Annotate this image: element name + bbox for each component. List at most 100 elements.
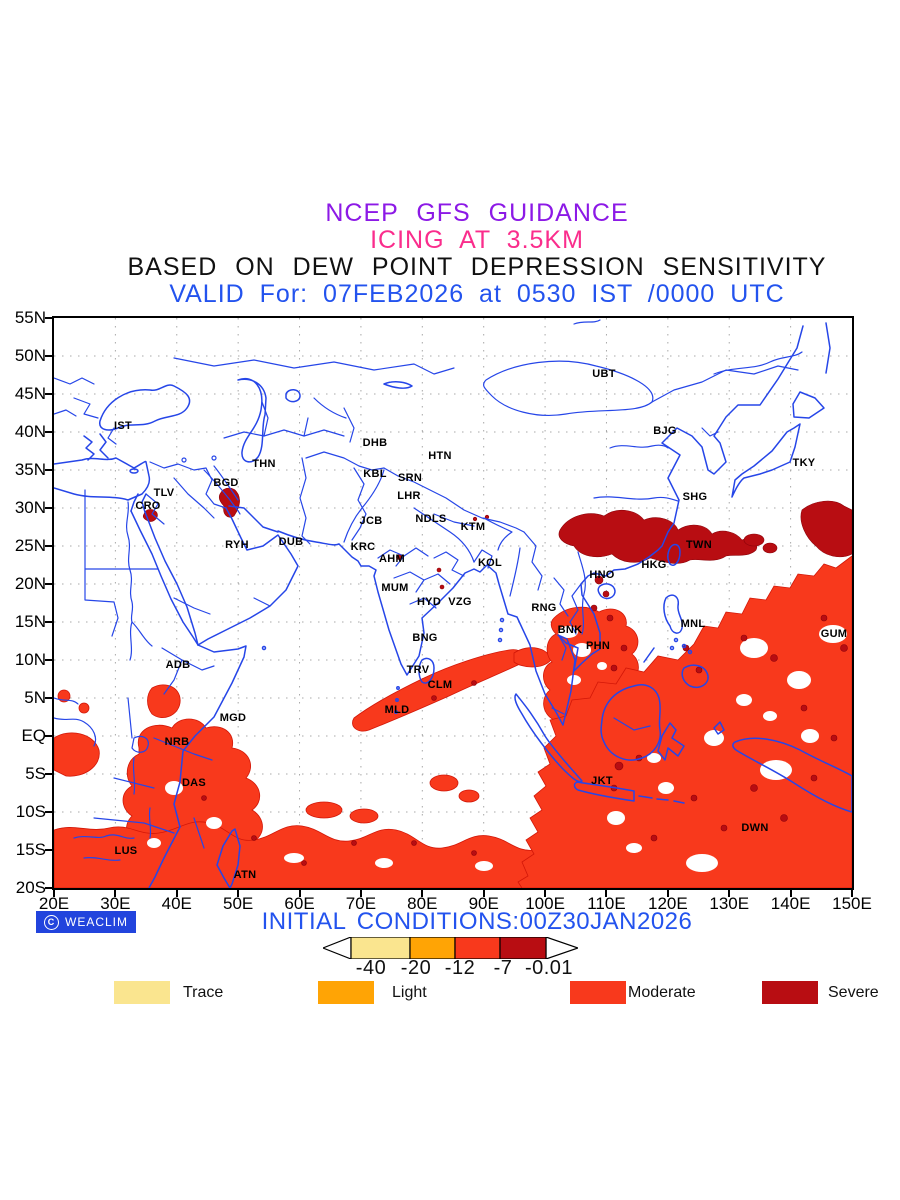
lon-tick-label: 110E: [587, 894, 626, 913]
weaclim-logo: C WEACLIM: [36, 911, 137, 933]
lat-tick-label: 5N: [24, 688, 46, 707]
colorbar-canvas: [321, 936, 580, 960]
lat-tick: [45, 621, 52, 623]
city-label: TLV: [153, 487, 175, 499]
lat-tick-label: 15S: [15, 840, 46, 859]
lat-tick: [45, 583, 52, 585]
lat-tick: [45, 659, 52, 661]
colorbar-tick-label: -20: [400, 957, 432, 979]
city-label: HKG: [641, 559, 667, 571]
lat-tick: [45, 849, 52, 851]
lon-tick: [544, 890, 547, 897]
city-label: TRV: [406, 664, 430, 676]
colorbar-right-arrow-icon: [545, 936, 580, 960]
city-label: THN: [252, 458, 276, 470]
legend-label: Severe: [828, 983, 879, 1001]
city-label: CLM: [427, 679, 453, 691]
valid-time-line: VALID For: 07FEB2026 at 0530 IST /0000 U…: [169, 280, 785, 308]
lat-tick-label: 10S: [15, 802, 46, 821]
lon-tick: [666, 890, 669, 897]
city-label: CRO: [135, 500, 161, 512]
lat-tick-label: 25N: [14, 536, 46, 555]
lon-tick-label: 20E: [38, 894, 70, 913]
title-block: NCEP GFS GUIDANCE ICING AT 3.5KM BASED O…: [54, 200, 900, 308]
legend-item: Light: [318, 981, 427, 1004]
lon-tick-label: 130E: [709, 894, 750, 913]
lat-tick: [45, 735, 52, 737]
city-label: JKT: [591, 775, 613, 787]
city-label: DUB: [278, 536, 304, 548]
legend-swatch-moderate: [570, 981, 626, 1004]
lon-tick-label: 140E: [770, 894, 811, 913]
lat-tick-label: 20S: [15, 878, 46, 897]
city-label: KBL: [363, 468, 387, 480]
lat-tick: [45, 773, 52, 775]
city-label: UBT: [592, 368, 616, 380]
city-label: ADB: [165, 659, 191, 671]
lon-tick: [53, 890, 55, 897]
city-label: AHM: [379, 553, 405, 565]
city-label: KRC: [350, 541, 376, 553]
colorbar-box-trace: [350, 936, 411, 960]
copyright-icon: C: [44, 914, 59, 930]
city-label: HTN: [428, 450, 452, 462]
colorbar-tick-label: -7: [493, 957, 513, 979]
lat-tick: [45, 811, 52, 813]
lat-tick-label: 20N: [14, 574, 46, 593]
city-label: LUS: [114, 845, 138, 857]
lon-tick-label: 150E: [832, 894, 872, 913]
city-label: BGD: [213, 477, 239, 489]
city-label: SHG: [682, 491, 708, 503]
lon-tick-label: 30E: [100, 894, 131, 913]
initial-conditions-line: INITIAL CONDITIONS:00Z30JAN2026: [261, 908, 693, 935]
lat-tick: [45, 887, 52, 889]
city-label: NRB: [164, 736, 190, 748]
lon-tick-label: 60E: [284, 894, 315, 913]
logo-text: WEACLIM: [65, 915, 129, 929]
lat-tick-label: 35N: [14, 460, 46, 479]
city-label: GUM: [820, 628, 848, 640]
lon-tick-label: 120E: [647, 894, 688, 913]
city-label: RNG: [531, 602, 557, 614]
city-label: TKY: [792, 457, 816, 469]
lon-tick-label: 40E: [161, 894, 192, 913]
city-label: RYH: [225, 539, 249, 551]
city-label: ATN: [233, 869, 257, 881]
legend-swatch-light: [318, 981, 374, 1004]
city-label: DWN: [741, 822, 769, 834]
city-label: DAS: [181, 777, 207, 789]
city-label: BNG: [412, 632, 438, 644]
legend-item: Severe: [762, 981, 879, 1004]
colorbar-tick-labels: -40 -20 -12 -7 -0.01: [0, 957, 900, 979]
lat-tick: [45, 545, 52, 547]
lat-tick: [45, 355, 52, 357]
lat-tick-label: 50N: [14, 346, 46, 365]
lon-tick: [482, 890, 485, 897]
lon-tick-label: 70E: [345, 894, 377, 913]
colorbar-left-arrow-icon: [321, 936, 352, 960]
lat-tick-label: 45N: [14, 384, 46, 403]
city-label: HYD: [416, 596, 442, 608]
legend-label: Moderate: [628, 983, 696, 1001]
colorbar-box-light: [409, 936, 456, 960]
colorbar-box-moderate: [454, 936, 501, 960]
city-label: BJG: [653, 425, 677, 437]
lat-tick-label: 30N: [14, 498, 46, 517]
legend-label: Light: [392, 983, 427, 1001]
city-label: JCB: [359, 515, 383, 527]
colorbar: [321, 936, 580, 960]
city-label: LHR: [397, 490, 421, 502]
subtitle-level: ICING AT 3.5KM: [370, 226, 584, 254]
city-label: SRN: [397, 472, 423, 484]
lat-tick-label: 10N: [14, 650, 46, 669]
lon-tick: [298, 890, 301, 897]
city-label: MGD: [219, 712, 247, 724]
lat-tick-label: 15N: [14, 612, 46, 631]
lon-tick: [605, 890, 608, 897]
city-label: MLD: [384, 704, 410, 716]
lon-tick: [421, 890, 424, 897]
lon-tick: [789, 890, 792, 897]
lat-tick-label: 40N: [14, 422, 46, 441]
lon-tick: [175, 890, 178, 897]
